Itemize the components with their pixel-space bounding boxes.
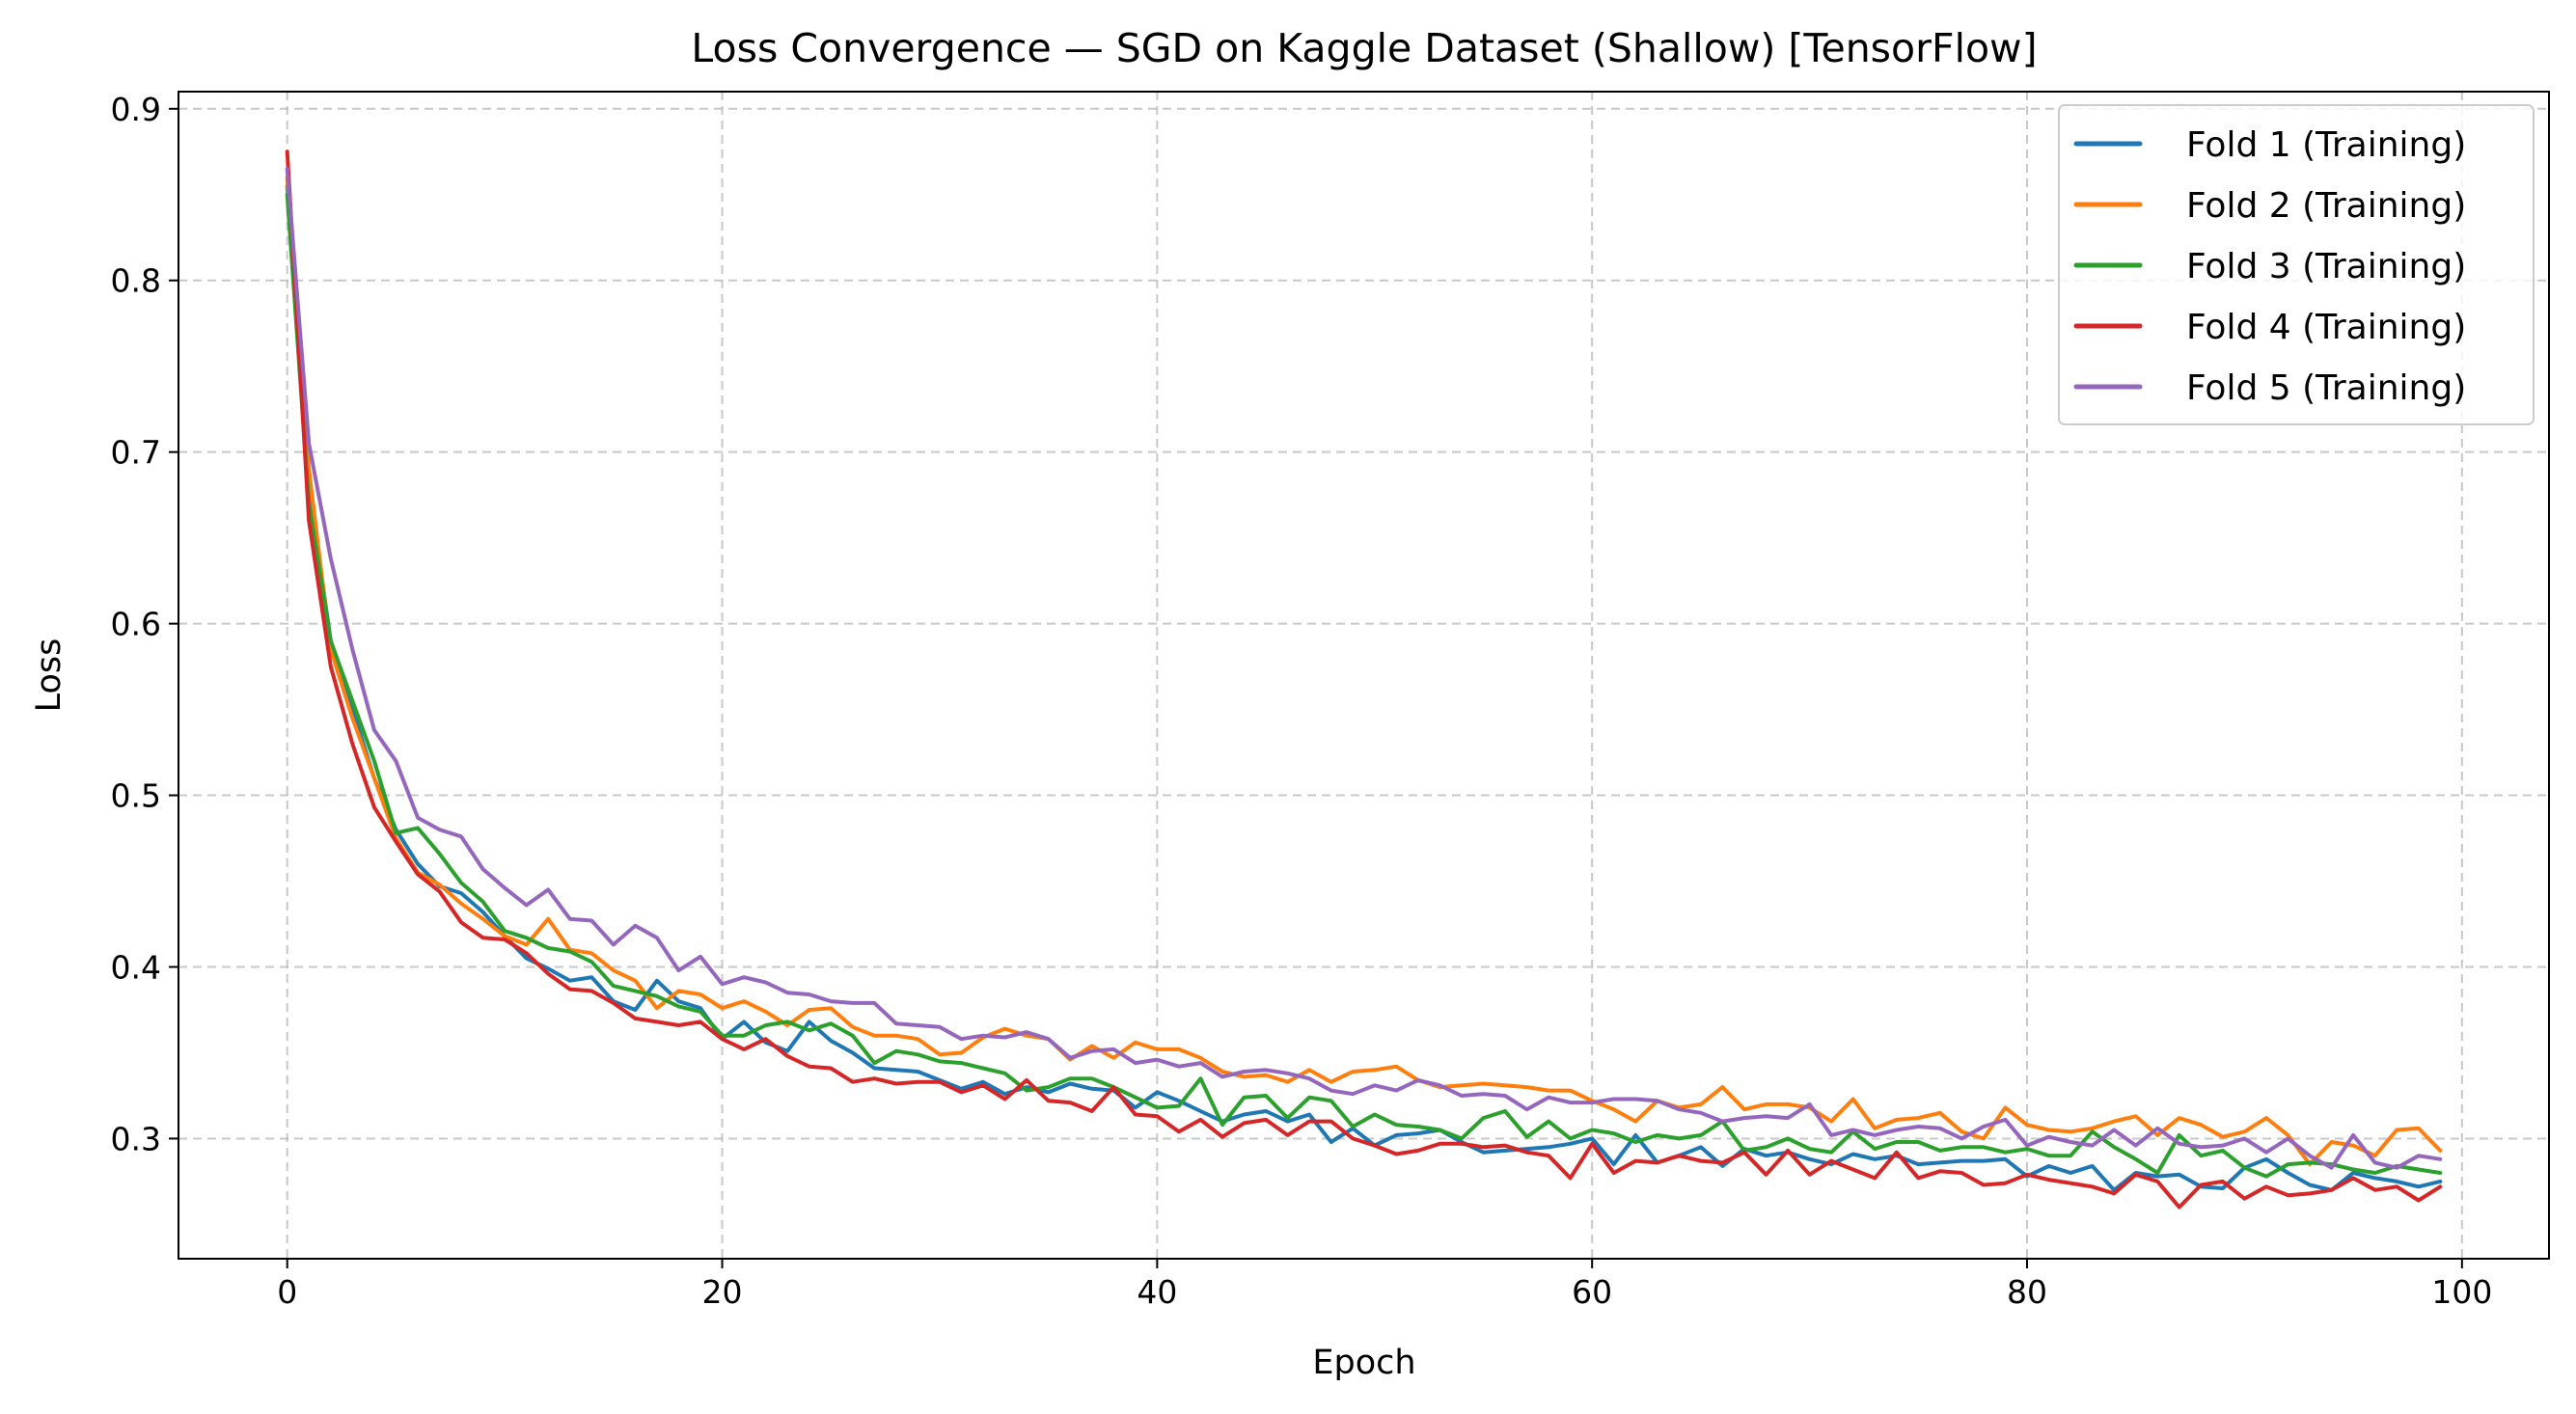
- x-tick-label: 100: [2431, 1273, 2492, 1311]
- x-tick-label: 80: [2007, 1273, 2047, 1311]
- plot-frame: [178, 91, 2550, 1260]
- y-tick-label: 0.8: [111, 262, 161, 300]
- y-axis-ticks: 0.3 0.4 0.5 0.6 0.7 0.8 0.9: [111, 91, 178, 1157]
- x-tick-label: 20: [702, 1273, 743, 1311]
- legend-label-fold-1: Fold 1 (Training): [2186, 125, 2466, 165]
- chart-title: Loss Convergence — SGD on Kaggle Dataset…: [691, 25, 2037, 71]
- series-lines: [285, 150, 2443, 1210]
- y-tick-label: 0.3: [111, 1120, 161, 1157]
- y-axis-label: Loss: [30, 639, 69, 713]
- series-line-fold-4: [285, 150, 2443, 1210]
- x-axis-label: Epoch: [1312, 1344, 1415, 1382]
- y-tick-label: 0.5: [111, 777, 161, 815]
- series-line-fold-5: [285, 167, 2443, 1170]
- legend-label-fold-3: Fold 3 (Training): [2186, 247, 2466, 286]
- legend: Fold 1 (Training) Fold 2 (Training) Fold 3…: [2058, 104, 2535, 425]
- legend-label-fold-4: Fold 4 (Training): [2186, 308, 2466, 347]
- y-tick-label: 0.6: [111, 606, 161, 643]
- y-tick-label: 0.4: [111, 949, 161, 987]
- x-tick-label: 0: [277, 1273, 297, 1311]
- legend-box: [2058, 104, 2535, 425]
- y-tick-label: 0.7: [111, 434, 161, 472]
- legend-label-fold-2: Fold 2 (Training): [2186, 186, 2466, 226]
- x-tick-label: 40: [1137, 1273, 1177, 1311]
- x-tick-label: 60: [1572, 1273, 1612, 1311]
- x-axis-ticks: 0 20 40 60 80 100: [277, 1259, 2492, 1311]
- y-tick-label: 0.9: [111, 91, 161, 128]
- legend-label-fold-5: Fold 5 (Training): [2186, 368, 2466, 408]
